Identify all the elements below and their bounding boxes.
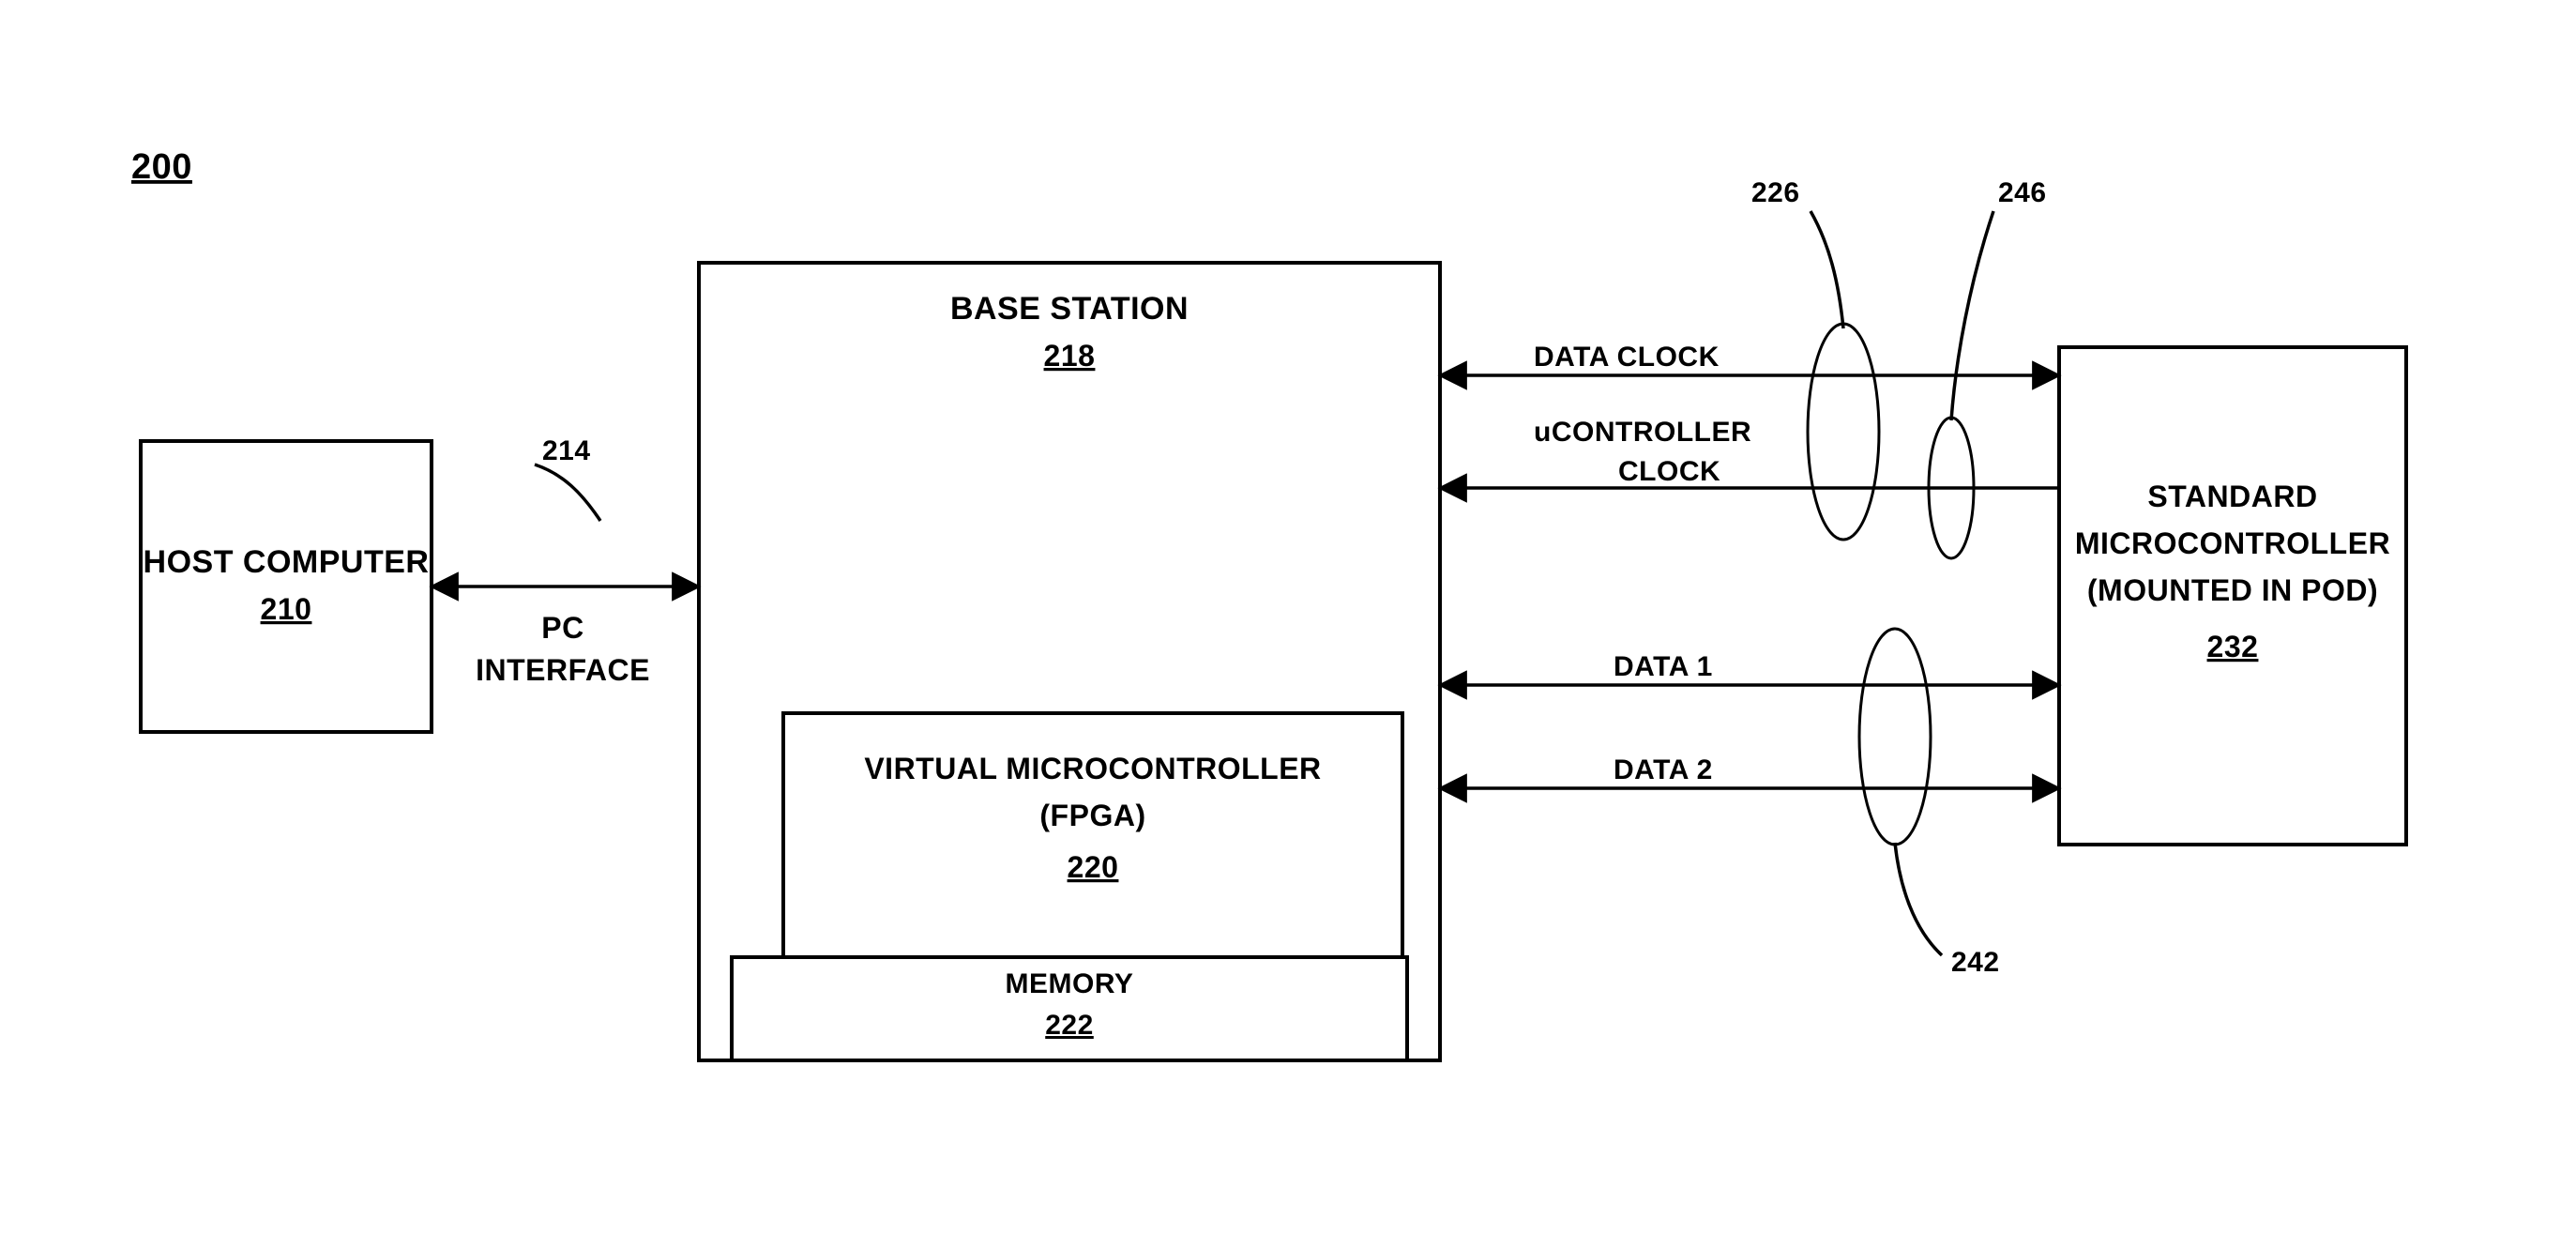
data2-label: DATA 2: [1614, 754, 1713, 785]
callout-246: 246: [1929, 177, 2047, 558]
mem-title: MEMORY: [1006, 968, 1134, 999]
base-station-block: BASE STATION 218: [699, 263, 1440, 1060]
memory-block: MEMORY 222: [732, 957, 1407, 1060]
uclk-l1: uCONTROLLER: [1534, 417, 1751, 448]
data-clock-signal: DATA CLOCK: [1440, 342, 2059, 375]
pcif-ref: 214: [542, 435, 591, 466]
mcu-l3: (MOUNTED IN POD): [2087, 573, 2378, 607]
standard-mcu-block: STANDARD MICROCONTROLLER (MOUNTED IN POD…: [2059, 347, 2406, 845]
callout-226: 226: [1751, 177, 1879, 540]
data2-signal: DATA 2: [1440, 754, 2059, 788]
data1-label: DATA 1: [1614, 651, 1713, 682]
callout-226-label: 226: [1751, 177, 1800, 208]
callout-242-label: 242: [1951, 947, 2000, 978]
data1-signal: DATA 1: [1440, 651, 2059, 685]
host-ref: 210: [261, 592, 312, 626]
callout-242: 242: [1859, 629, 2000, 978]
pc-interface-connector: 214 PC INTERFACE: [432, 435, 699, 687]
figure-ref: 200: [131, 147, 192, 187]
virtual-mcu-block: VIRTUAL MICROCONTROLLER (FPGA) 220: [783, 713, 1402, 957]
ucontroller-clock-signal: uCONTROLLER CLOCK: [1440, 417, 2059, 488]
pcif-l1: PC: [541, 611, 583, 645]
mem-ref: 222: [1045, 1010, 1094, 1041]
mcu-l2: MICROCONTROLLER: [2075, 526, 2390, 560]
vmcu-l1: VIRTUAL MICROCONTROLLER: [864, 752, 1321, 785]
base-ref: 218: [1044, 339, 1096, 373]
vmcu-l2: (FPGA): [1039, 799, 1145, 832]
host-title: HOST COMPUTER: [144, 544, 430, 580]
callout-246-label: 246: [1998, 177, 2047, 208]
mcu-ref: 232: [2207, 630, 2259, 663]
host-computer-block: HOST COMPUTER 210: [141, 441, 432, 732]
uclk-l2: CLOCK: [1618, 456, 1720, 487]
data-clock-label: DATA CLOCK: [1534, 342, 1720, 373]
pcif-l2: INTERFACE: [476, 653, 650, 687]
vmcu-ref: 220: [1068, 850, 1119, 884]
base-title: BASE STATION: [950, 291, 1189, 327]
mcu-l1: STANDARD: [2147, 480, 2317, 513]
